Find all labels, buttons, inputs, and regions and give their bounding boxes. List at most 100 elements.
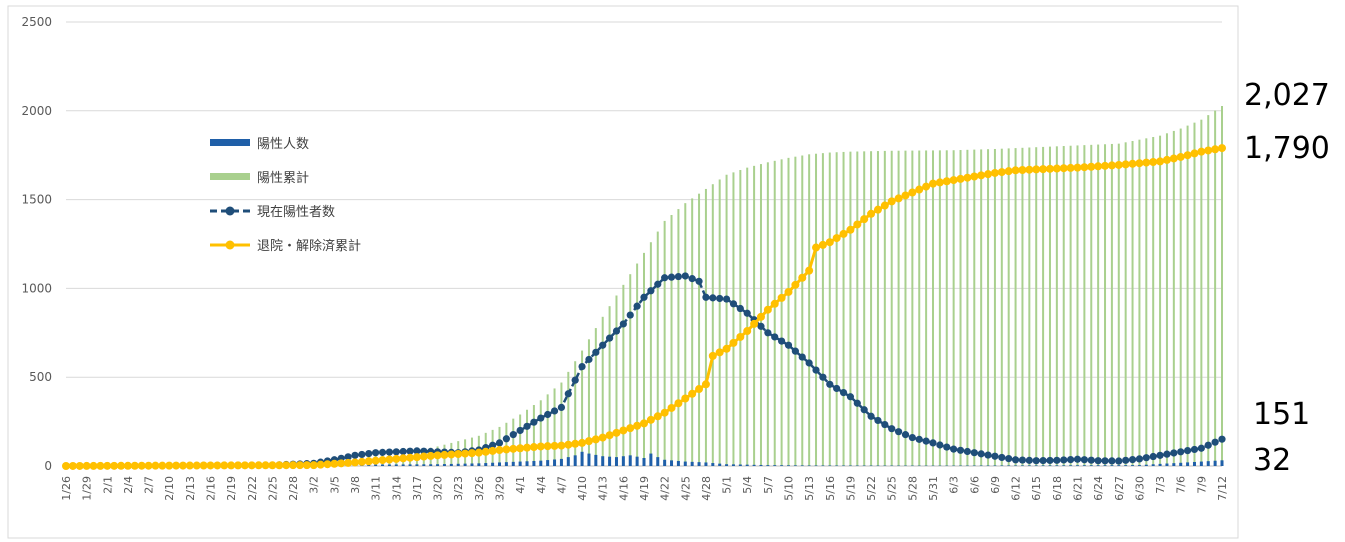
cumulative-recovered-point (254, 461, 263, 470)
cumulative-recovered-point (110, 461, 119, 470)
daily-positive-bar (367, 464, 371, 466)
cumulative-recovered-point (1176, 152, 1185, 161)
daily-positive-bar (1082, 465, 1086, 466)
daily-positive-bar (780, 465, 784, 466)
cumulative-recovered-point (516, 444, 525, 453)
current-positive-point (495, 439, 504, 447)
cumulative-recovered-point (681, 394, 690, 403)
cumulative-recovered-point (860, 215, 869, 224)
daily-positive-bar (394, 464, 398, 466)
current-positive-point (1197, 444, 1205, 452)
current-positive-point (888, 425, 896, 433)
legend-item: 陽性人数 (210, 137, 309, 152)
cumulative-positive-bar (505, 422, 508, 466)
current-positive-point (640, 293, 648, 301)
callout-current-value: 151 (1253, 397, 1311, 432)
cumulative-positive-bar (987, 149, 990, 466)
x-tick-label: 6/9 (989, 476, 1002, 494)
legend-item: 退院・解除済累計 (210, 238, 361, 254)
x-tick-label: 1/26 (60, 476, 73, 501)
cumulative-positive-bar (1145, 138, 1148, 466)
daily-positive-bar (670, 460, 674, 466)
cumulative-positive-bar (835, 152, 838, 467)
current-positive-point (839, 388, 848, 397)
daily-positive-bar (1137, 465, 1141, 466)
cumulative-recovered-point (935, 178, 944, 187)
current-positive-point (950, 445, 958, 453)
cumulative-positive-bar (532, 405, 535, 466)
current-positive-point (489, 441, 497, 449)
x-tick-label: 2/16 (205, 476, 218, 501)
daily-positive-bar (1151, 464, 1155, 466)
current-positive-point (1005, 455, 1013, 463)
current-positive-point (915, 435, 923, 443)
cumulative-positive-bar (1207, 115, 1210, 467)
daily-positive-bar (1089, 465, 1093, 466)
cumulative-recovered-point (302, 461, 311, 470)
daily-positive-bar (745, 464, 749, 466)
current-positive-point (805, 359, 813, 367)
cumulative-recovered-point (275, 461, 284, 470)
daily-positive-bar (401, 464, 405, 466)
daily-positive-bar (635, 456, 639, 466)
cumulative-positive-bar (1097, 144, 1100, 466)
x-tick-label: 3/23 (452, 476, 465, 501)
cumulative-recovered-point (750, 319, 759, 328)
daily-positive-bar (1165, 463, 1169, 466)
cumulative-recovered-point (1114, 160, 1123, 169)
cumulative-recovered-point (1052, 164, 1061, 173)
cumulative-positive-bar (863, 151, 866, 467)
daily-positive-bar (1027, 465, 1031, 466)
cumulative-recovered-point (523, 443, 532, 452)
cumulative-positive-bar (966, 149, 969, 466)
current-positive-point (344, 453, 352, 461)
cumulative-recovered-point (75, 461, 84, 470)
x-tick-label: 5/19 (844, 476, 857, 501)
cumulative-positive-bar (766, 162, 769, 466)
cumulative-recovered-point (378, 456, 387, 465)
daily-positive-bar (539, 460, 543, 466)
cumulative-recovered-point (96, 461, 105, 470)
daily-positive-bar (828, 465, 832, 466)
cumulative-recovered-point (454, 450, 463, 459)
cumulative-recovered-point (997, 168, 1006, 177)
current-positive-point (901, 431, 910, 439)
x-tick-label: 3/11 (370, 476, 383, 501)
legend-marker (225, 206, 235, 216)
y-tick-label-2000: 2000 (21, 104, 52, 118)
y-tick-label-500: 500 (29, 370, 52, 384)
callout-cumulative-value: 2,027 (1244, 78, 1330, 113)
current-positive-point (833, 384, 841, 393)
daily-positive-bar (566, 457, 570, 466)
daily-positive-bar (656, 457, 660, 466)
x-tick-label: 6/27 (1113, 476, 1126, 501)
current-positive-point (1025, 456, 1033, 464)
x-tick-label: 6/24 (1092, 476, 1105, 501)
current-positive-point (970, 449, 978, 457)
cumulative-positive-bar (821, 153, 824, 467)
current-positive-point (1218, 435, 1226, 443)
daily-positive-bar (800, 465, 804, 466)
current-positive-point (571, 376, 579, 384)
cumulative-positive-bar (911, 150, 914, 466)
daily-positive-bar (1007, 465, 1011, 466)
current-positive-point (392, 448, 400, 456)
current-positive-point (1190, 445, 1199, 454)
daily-positive-bar (718, 463, 722, 466)
current-positive-point (846, 393, 855, 401)
current-positive-point (943, 443, 951, 451)
cumulative-recovered-point (247, 461, 256, 470)
cumulative-recovered-point (901, 191, 910, 200)
current-positive-point (709, 294, 717, 302)
current-positive-point (399, 447, 407, 456)
daily-positive-bar (1096, 465, 1100, 466)
cumulative-positive-bar (636, 263, 639, 466)
daily-positive-bar (573, 455, 577, 466)
daily-positive-bar (381, 464, 385, 466)
cumulative-positive-bar (842, 151, 845, 466)
current-positive-point (1183, 447, 1192, 455)
daily-positive-bar (1069, 465, 1073, 466)
x-tick-label: 5/22 (865, 476, 878, 501)
cumulative-recovered-point (309, 461, 318, 470)
cumulative-positive-bar (780, 159, 783, 466)
